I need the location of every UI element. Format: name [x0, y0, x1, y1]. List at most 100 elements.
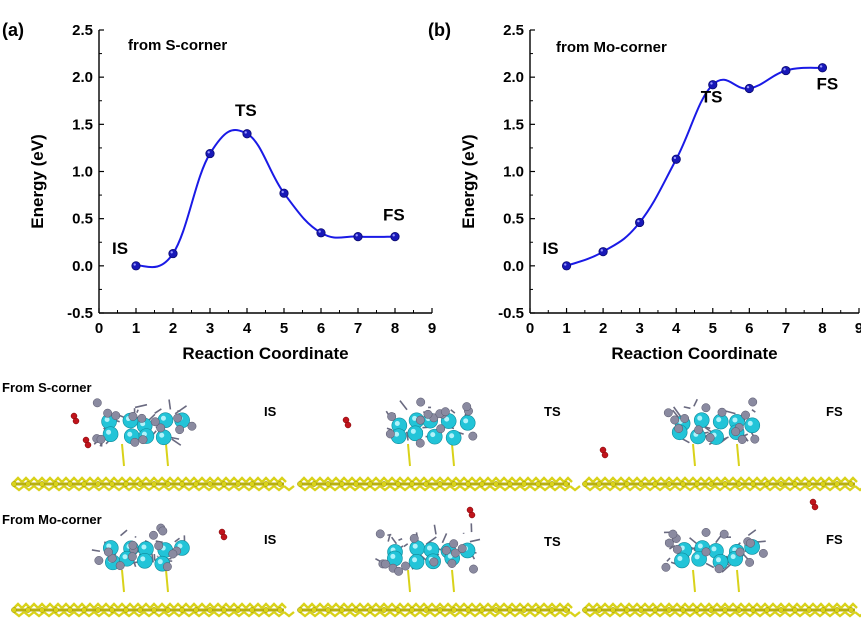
energy-curve-b	[566, 66, 823, 267]
x-tick-label-a: 8	[391, 320, 399, 337]
structure-row-label-mo-corner: From Mo-corner	[2, 512, 102, 527]
x-tick-label-a: 0	[95, 320, 103, 337]
data-point-a-7	[353, 231, 363, 242]
structure-label-s-ts: TS	[544, 404, 561, 419]
chart-panel-b: 0 1 2 3 4 5 6 7 8 9 -0.5 0.0 0.5 1.0 1.5 2.0 2.5 Reaction…	[428, 20, 861, 363]
data-point-highlight-a	[244, 131, 247, 134]
data-point-highlight-a	[207, 151, 210, 154]
structure-label-s-is: IS	[264, 404, 277, 419]
x-tick-label-b: 4	[672, 320, 681, 337]
structure-row-label-s-corner: From S-corner	[2, 380, 92, 395]
moS-cluster	[375, 506, 481, 593]
substrate-sheet	[11, 476, 295, 492]
x-tick-label-b: 7	[782, 320, 790, 337]
x-tick-label-a: 3	[206, 320, 214, 337]
y-tick-label-b: 1.0	[503, 164, 524, 181]
x-tick-label-b: 8	[818, 320, 826, 337]
data-point-highlight-b	[746, 85, 750, 89]
y-tick-label-a: 1.0	[72, 164, 93, 181]
data-point-a-6	[316, 228, 326, 238]
point-label-a-fs: FS	[383, 206, 405, 225]
point-label-b-fs: FS	[816, 75, 838, 94]
energy-curve-a	[135, 129, 396, 269]
y-tick-label-a: -0.5	[67, 305, 93, 322]
x-tick-label-b: 0	[526, 320, 534, 337]
data-point-a-5	[279, 188, 289, 198]
data-point-highlight-b	[564, 263, 567, 266]
data-point-b-2	[598, 247, 608, 257]
data-point-b-4	[671, 154, 681, 164]
data-point-highlight-a	[392, 234, 395, 237]
y-axis-label-a: Energy (eV)	[28, 134, 47, 228]
panel-annotation-a: from S-corner	[128, 37, 227, 54]
x-tick-label-b: 3	[635, 320, 643, 337]
moS-cluster	[661, 498, 819, 593]
point-label-a-ts: TS	[235, 101, 257, 120]
moS-cluster	[342, 397, 478, 467]
point-label-b-ts: TS	[701, 88, 723, 107]
x-tick-label-a: 4	[243, 320, 252, 337]
x-tick-label-b: 6	[745, 320, 753, 337]
x-tick-label-a: 9	[428, 320, 436, 337]
substrate-sheet	[582, 602, 861, 618]
x-tick-label-b: 5	[709, 320, 717, 337]
data-point-b-3	[635, 217, 645, 228]
data-point-a-2	[168, 248, 178, 259]
x-tick-label-a: 7	[354, 320, 362, 337]
substrate-sheet	[297, 602, 581, 618]
data-point-highlight-a	[281, 190, 284, 194]
x-axis-label-b: Reaction Coordinate	[611, 344, 777, 363]
chart-panel-a: 0 1 2 3 4 5 6 7 8 9 -0.5 0.0 0.5 1.0 1.5 2.0 2.5 Reaction…	[2, 20, 436, 363]
structure-images	[11, 397, 861, 618]
y-tick-label-b: 0.5	[503, 211, 524, 228]
data-point-b-6	[744, 83, 754, 94]
data-point-highlight-a	[170, 251, 173, 254]
structure-label-mo-ts: TS	[544, 534, 561, 549]
moS-cluster	[70, 398, 197, 467]
data-point-highlight-b	[783, 68, 786, 71]
substrate-sheet	[582, 476, 861, 492]
x-tick-label-b: 9	[855, 320, 861, 337]
y-tick-label-b: 2.5	[503, 22, 524, 39]
moS-cluster	[599, 397, 761, 467]
data-point-highlight-a	[133, 263, 136, 266]
x-axis-label-a: Reaction Coordinate	[182, 344, 348, 363]
y-tick-label-a: 2.0	[72, 69, 93, 86]
x-tick-label-b: 2	[599, 320, 607, 337]
panel-label-b: (b)	[428, 20, 451, 40]
x-tick-label-a: 1	[132, 320, 140, 337]
x-tick-label-a: 6	[317, 320, 325, 337]
y-tick-label-a: 0.0	[72, 258, 93, 275]
substrate-sheet	[297, 476, 581, 492]
point-label-b-is: IS	[543, 239, 559, 258]
data-point-highlight-b	[673, 156, 677, 160]
structure-label-mo-fs: FS	[826, 532, 843, 547]
data-point-a-8	[390, 231, 400, 242]
y-tick-label-b: 0.0	[503, 258, 524, 275]
data-point-highlight-b	[600, 249, 604, 252]
data-point-highlight-b	[819, 65, 823, 68]
data-point-a-1	[131, 261, 141, 271]
data-point-highlight-b	[710, 82, 713, 85]
data-point-highlight-a	[318, 230, 321, 233]
y-tick-label-b: 1.5	[503, 116, 524, 133]
x-tick-label-a: 5	[280, 320, 288, 337]
structure-label-mo-is: IS	[264, 532, 277, 547]
data-point-b-8	[817, 63, 828, 73]
y-tick-label-a: 0.5	[72, 211, 93, 228]
y-tick-label-a: 2.5	[72, 22, 93, 39]
data-point-b-7	[781, 65, 791, 76]
data-point-a-4	[242, 129, 252, 139]
y-tick-label-b: -0.5	[498, 305, 524, 322]
panel-label-a: (a)	[2, 20, 24, 40]
data-point-b-1	[561, 261, 572, 271]
data-point-a-3	[205, 148, 215, 159]
y-tick-label-b: 2.0	[503, 69, 524, 86]
data-point-highlight-b	[637, 219, 640, 223]
y-tick-label-a: 1.5	[72, 116, 93, 133]
point-label-a-is: IS	[112, 239, 128, 258]
substrate-sheet	[11, 602, 295, 618]
structure-label-s-fs: FS	[826, 404, 843, 419]
x-tick-label-b: 1	[562, 320, 570, 337]
